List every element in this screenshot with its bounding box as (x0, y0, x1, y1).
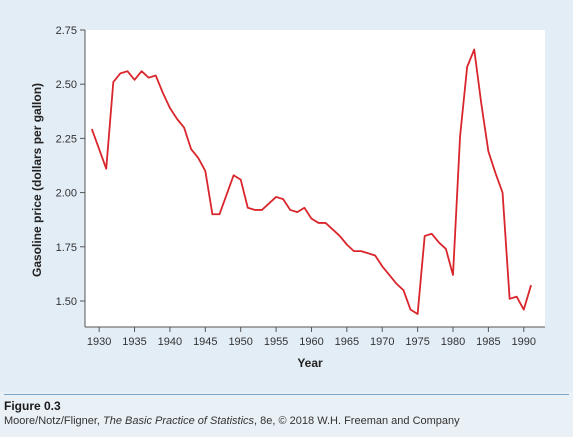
figure-caption: Figure 0.3 Moore/Notz/Fligner, The Basic… (4, 394, 569, 428)
y-axis-ticks: 1.50 1.75 2.00 2.25 2.50 2.75 (56, 25, 85, 308)
series-line-0 (91, 48, 532, 315)
y-tick-label: 2.00 (56, 188, 77, 200)
y-axis-title: Gasoline price (dollars per gallon) (30, 83, 44, 277)
credit-book-title: The Basic Practice of Statistics (103, 415, 255, 427)
x-tick-label: 1965 (335, 336, 359, 348)
line-chart: 1.50 1.75 2.00 2.25 2.50 2.75 1930 1935 1940 194… (30, 25, 545, 370)
y-tick-label: 2.25 (56, 133, 77, 145)
x-tick-label: 1930 (87, 336, 111, 348)
plot-area (85, 30, 545, 327)
credit-authors: Moore/Notz/Fligner, (4, 415, 104, 427)
credit-edition: , 8e, © 2018 W.H. Freeman and Company (254, 415, 460, 427)
x-tick-label: 1955 (264, 336, 288, 348)
y-tick-label: 1.75 (56, 242, 77, 254)
x-tick-label: 1940 (158, 336, 182, 348)
x-tick-label: 1975 (405, 336, 429, 348)
figure-panel: 1.50 1.75 2.00 2.25 2.50 2.75 1930 1935 1940 194… (30, 25, 545, 370)
x-tick-label: 1980 (441, 336, 465, 348)
figure-number: Figure 0.3 (4, 399, 61, 413)
x-axis-ticks: 1930 1935 1940 1945 1950 1955 1960 1965 1970 1975… (87, 327, 536, 348)
x-tick-label: 1970 (370, 336, 394, 348)
y-tick-label: 2.75 (56, 25, 77, 37)
x-tick-label: 1990 (512, 336, 536, 348)
x-tick-label: 1985 (476, 336, 500, 348)
y-tick-label: 1.50 (56, 296, 77, 308)
series-layer (91, 48, 532, 315)
x-tick-label: 1950 (228, 336, 252, 348)
x-tick-label: 1960 (299, 336, 323, 348)
y-tick-label: 2.50 (56, 79, 77, 91)
figure-credit: Moore/Notz/Fligner, The Basic Practice o… (4, 414, 569, 428)
x-tick-label: 1945 (193, 336, 217, 348)
x-axis-title: Year (297, 356, 323, 370)
x-tick-label: 1935 (122, 336, 146, 348)
